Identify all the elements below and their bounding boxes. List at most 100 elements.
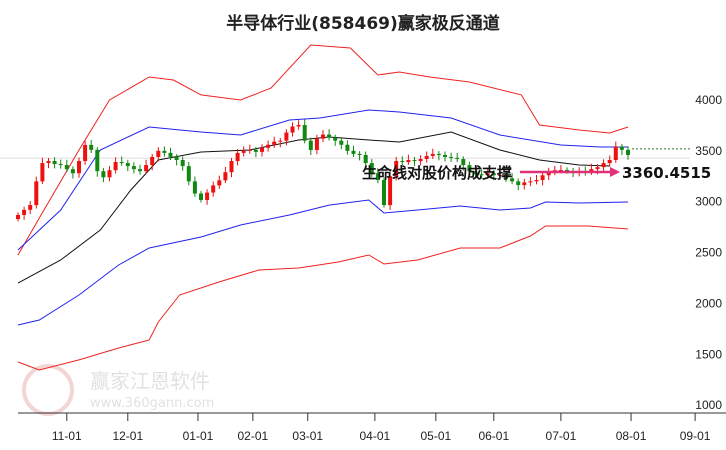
candle-body — [296, 125, 301, 127]
y-tick-label: 4000 — [695, 93, 722, 107]
y-tick-label: 2000 — [695, 296, 722, 310]
candle-body — [192, 181, 197, 194]
candle-body — [70, 169, 75, 174]
candle-body — [558, 169, 563, 171]
candle-body — [333, 137, 338, 141]
candle-body — [473, 171, 478, 175]
arrowhead-icon — [610, 167, 620, 177]
candle-body — [205, 192, 210, 200]
candle-body — [186, 166, 191, 182]
candle-body — [314, 138, 319, 151]
candle-body — [369, 163, 374, 174]
candle-body — [497, 175, 502, 177]
candle-body — [284, 132, 289, 141]
candle-body — [241, 150, 246, 153]
x-tick-label: 06-01 — [478, 429, 509, 443]
x-tick-label: 07-01 — [546, 429, 577, 443]
candle-body — [504, 175, 508, 179]
y-tick-label: 2500 — [695, 246, 722, 260]
candle-body — [412, 160, 417, 162]
candle-body — [113, 162, 118, 171]
chart-title: 半导体行业(858469)赢家极反通道 — [226, 14, 500, 34]
candle-body — [260, 147, 264, 152]
candle-body — [144, 165, 149, 172]
candle-body — [327, 134, 332, 138]
candle-body — [278, 140, 283, 142]
series-line-upper-outer — [17, 44, 629, 256]
candle-body — [290, 126, 295, 133]
candle-body — [467, 165, 472, 172]
candle-body — [107, 170, 112, 178]
candle-body — [89, 144, 94, 150]
support-annotation: 生命线对股价构成支撑 — [362, 164, 512, 182]
candle-body — [253, 149, 258, 152]
candle-body — [345, 144, 350, 151]
candle-body — [388, 176, 393, 206]
candle-body — [339, 140, 344, 145]
candle-body — [40, 163, 45, 182]
candle-body — [455, 157, 460, 159]
candle-body — [272, 141, 277, 145]
candle-body — [247, 149, 252, 151]
candle-body — [199, 193, 203, 200]
y-tick-label: 1500 — [695, 347, 722, 361]
candle-body — [162, 150, 167, 153]
candle-body — [400, 161, 405, 163]
candle-body — [613, 146, 618, 161]
candle-body — [119, 162, 124, 164]
watermark-logo-icon — [22, 364, 74, 416]
candle-body — [229, 161, 234, 173]
candle-body — [180, 160, 185, 167]
watermark-name: 赢家江恩软件 — [90, 369, 210, 393]
candle-body — [516, 181, 521, 186]
candle-body — [95, 149, 100, 172]
x-tick-label: 12-01 — [112, 429, 143, 443]
candle-body — [406, 160, 411, 163]
candle-body — [83, 144, 88, 162]
candle-body — [461, 158, 466, 166]
candle-body — [131, 166, 136, 170]
candle-body — [357, 153, 362, 156]
candle-body — [528, 181, 533, 183]
candle-body — [302, 125, 307, 141]
x-tick-label: 08-01 — [616, 429, 647, 443]
candle-body — [64, 164, 69, 170]
x-tick-label: 05-01 — [420, 429, 451, 443]
candle-body — [485, 173, 490, 176]
candle-body — [235, 152, 240, 162]
candle-body — [436, 153, 441, 156]
candle-body — [77, 161, 81, 174]
support-value: 3360.4515 — [622, 164, 711, 182]
candle-body — [125, 163, 130, 167]
candle-body — [22, 209, 27, 215]
candle-body — [174, 156, 179, 161]
candle-body — [34, 181, 39, 206]
candle-body — [138, 169, 142, 172]
candle-body — [565, 169, 569, 172]
candle-body — [522, 182, 527, 186]
x-tick-label: 01-01 — [183, 429, 214, 443]
series-line-upper-inner — [17, 109, 628, 251]
candle-body — [308, 140, 313, 151]
candle-body — [443, 155, 447, 157]
candle-body — [510, 178, 515, 182]
candle-body — [46, 161, 51, 164]
series-line-lower-outer — [17, 225, 629, 371]
candle-body — [382, 180, 386, 206]
y-tick-label: 3500 — [695, 144, 722, 158]
candle-body — [266, 144, 271, 148]
candle-body — [150, 156, 155, 166]
candle-body — [540, 175, 545, 181]
candle-body — [430, 153, 435, 156]
candle-body — [449, 156, 454, 158]
watermark-url: www.360gann.com — [90, 396, 214, 411]
candle-body — [626, 149, 630, 156]
candle-body — [607, 160, 612, 164]
candle-body — [424, 155, 429, 159]
candle-body — [351, 150, 356, 154]
candle-body — [619, 146, 624, 150]
candle-body — [363, 155, 368, 164]
candle-body — [418, 158, 423, 162]
candle-body — [491, 173, 496, 176]
